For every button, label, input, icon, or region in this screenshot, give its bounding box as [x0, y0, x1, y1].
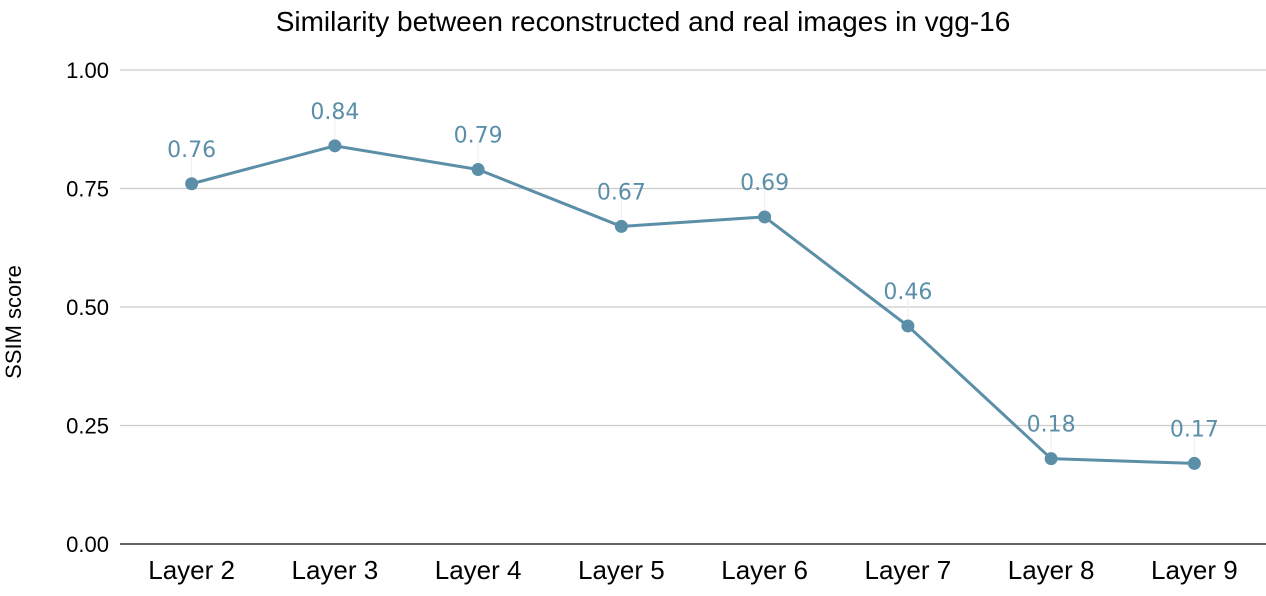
- data-label: 0.18: [1027, 413, 1076, 438]
- data-point: [614, 219, 628, 233]
- data-label: 0.76: [167, 138, 216, 163]
- x-tick-label: Layer 3: [292, 555, 379, 585]
- y-tick-label: 0.00: [66, 532, 109, 557]
- data-point: [1044, 452, 1058, 466]
- data-point: [901, 319, 915, 333]
- x-tick-label: Layer 6: [721, 555, 808, 585]
- gridlines: [120, 69, 1266, 545]
- y-tick-labels: 0.00 0.25 0.50 0.75 1.00: [66, 58, 109, 557]
- data-point: [471, 163, 485, 177]
- x-tick-label: Layer 4: [435, 555, 522, 585]
- data-point: [758, 210, 772, 224]
- chart-title: Similarity between reconstructed and rea…: [276, 6, 1011, 37]
- series-line: [191, 144, 1195, 465]
- data-points: [185, 139, 1201, 470]
- data-point: [1187, 456, 1201, 470]
- label-leaders: [191, 117, 1195, 457]
- data-label: 0.69: [740, 171, 789, 196]
- data-label: 0.84: [310, 100, 359, 125]
- y-tick-label: 1.00: [66, 58, 109, 83]
- data-label: 0.17: [1170, 417, 1219, 442]
- series-line-group: [191, 144, 1195, 465]
- y-tick-label: 0.25: [66, 414, 109, 439]
- data-point: [185, 177, 199, 191]
- y-axis-label: SSIM score: [1, 265, 26, 379]
- data-label: 0.46: [883, 280, 932, 305]
- x-tick-label: Layer 9: [1151, 555, 1238, 585]
- y-tick-label: 0.75: [66, 177, 109, 202]
- x-tick-label: Layer 8: [1008, 555, 1095, 585]
- x-tick-label: Layer 2: [148, 555, 235, 585]
- x-tick-labels: Layer 2 Layer 3 Layer 4 Layer 5 Layer 6 Layer…: [148, 555, 1237, 585]
- data-point: [328, 139, 342, 153]
- data-label: 0.67: [597, 180, 646, 205]
- data-labels: 0.76 0.84 0.79 0.67 0.69 0.46 0.18 0.17: [167, 100, 1219, 443]
- x-tick-label: Layer 5: [578, 555, 665, 585]
- y-tick-label: 0.50: [66, 295, 109, 320]
- data-label: 0.79: [454, 124, 503, 149]
- x-tick-label: Layer 7: [865, 555, 952, 585]
